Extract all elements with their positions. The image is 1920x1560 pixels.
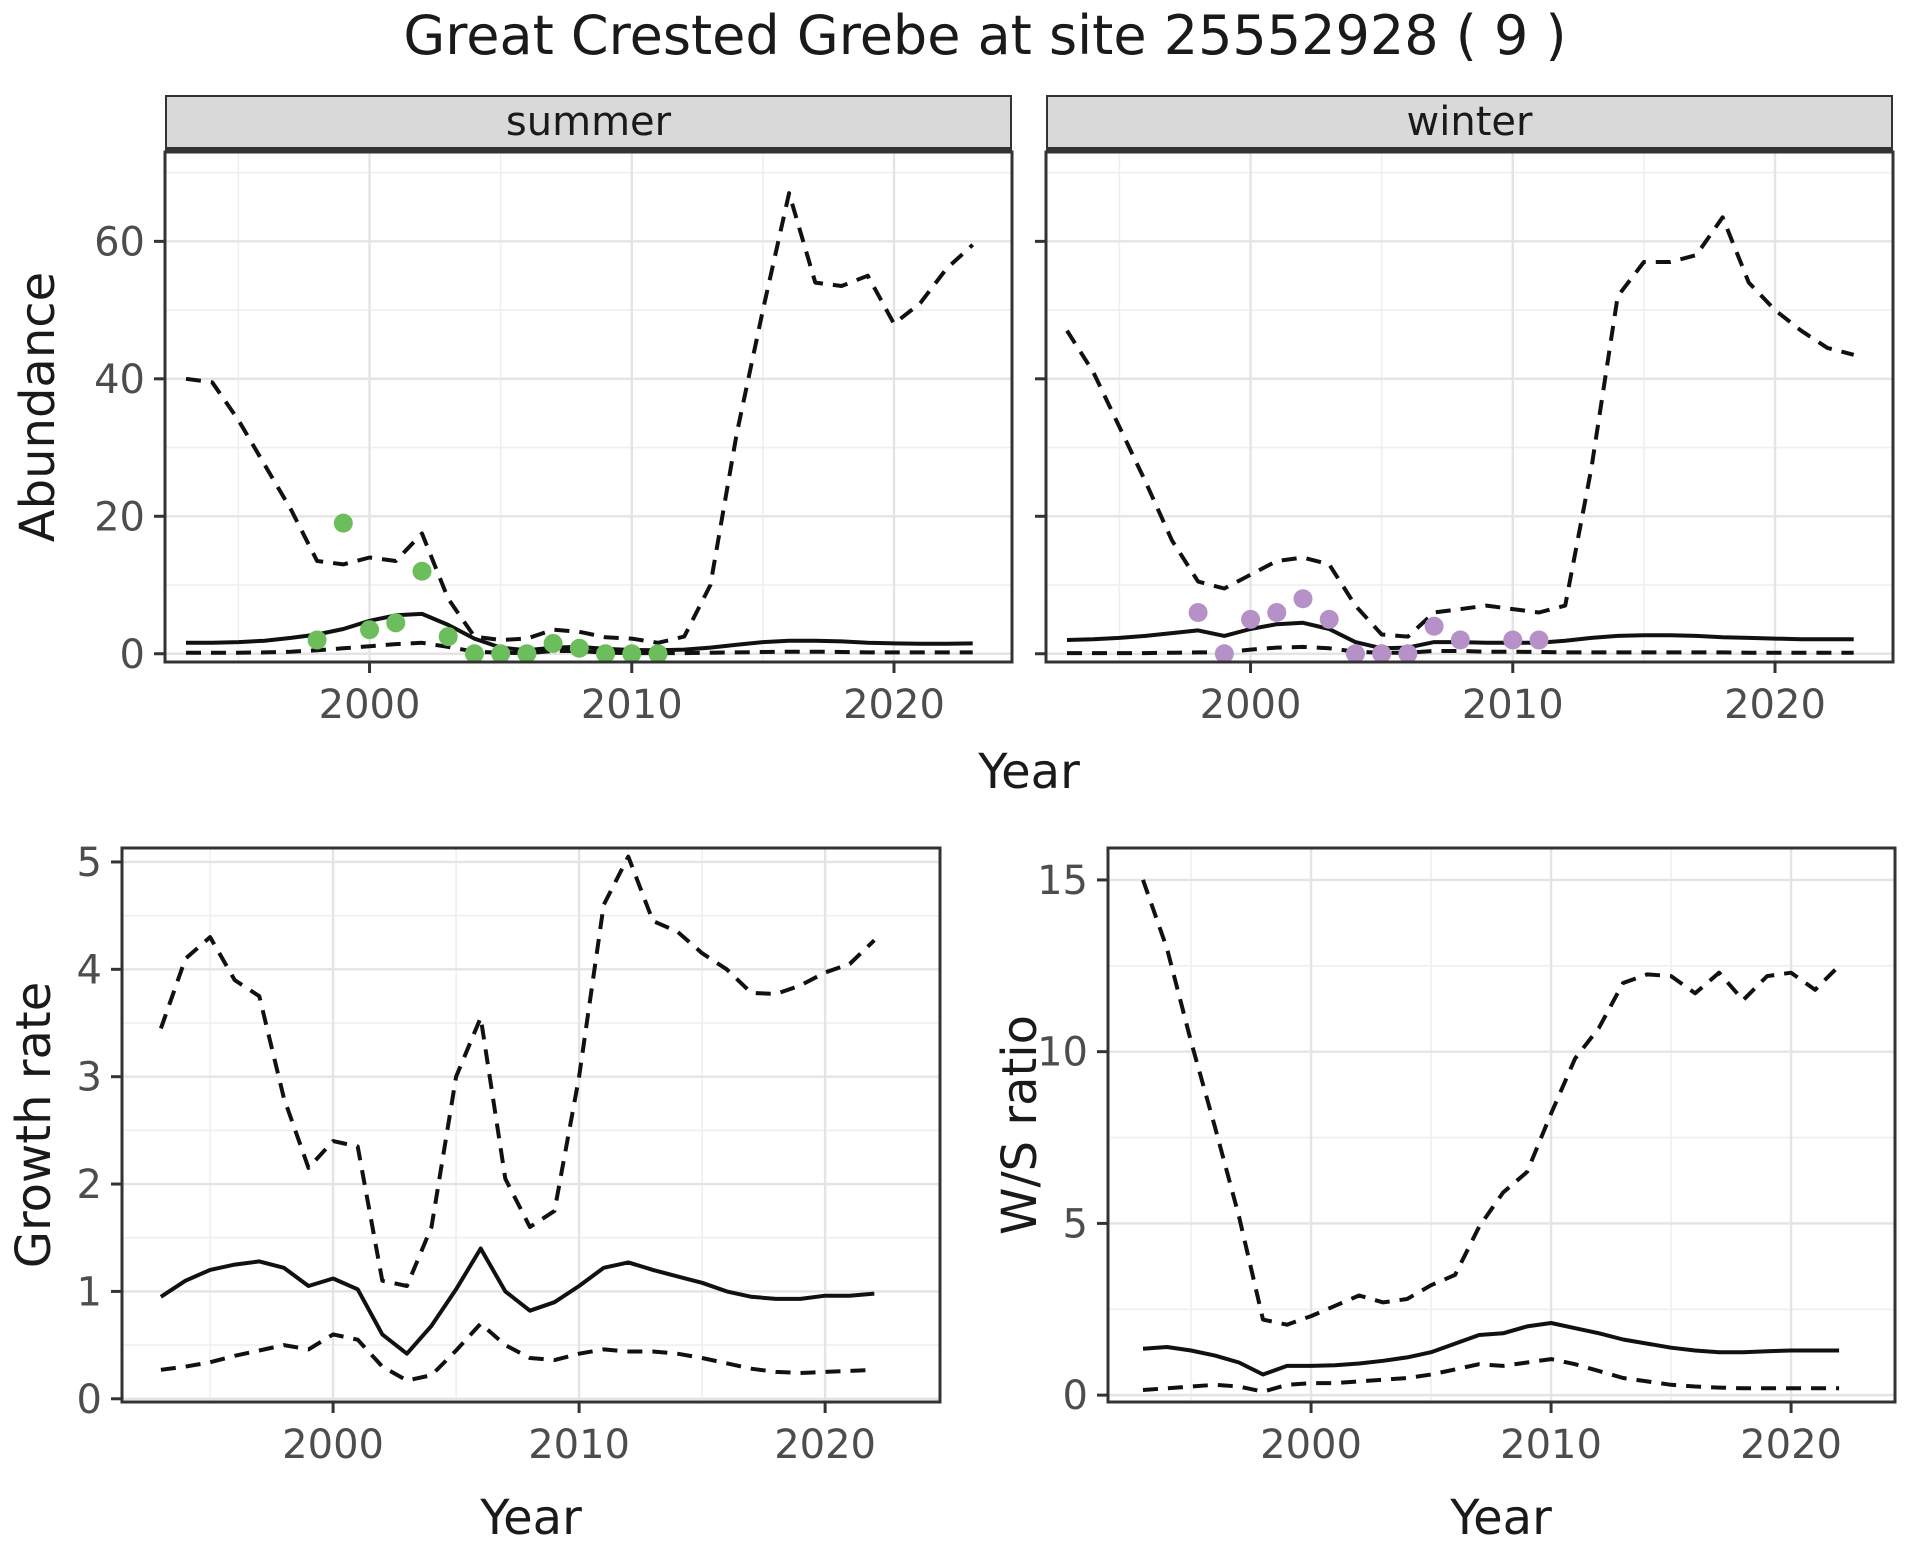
y-tick-label: 2 — [77, 1162, 102, 1208]
growth-rate-axis-label: Growth rate — [6, 981, 62, 1269]
y-tick-label: 0 — [1063, 1373, 1088, 1419]
observed-point — [543, 633, 563, 653]
x-tick-label: 2010 — [581, 682, 683, 728]
observed-point — [333, 513, 353, 533]
panel-border — [163, 150, 1014, 664]
y-tick-label: 15 — [1037, 858, 1088, 904]
observed-point — [307, 630, 327, 650]
observed-point — [1345, 644, 1365, 664]
x-tick-label: 2020 — [1724, 682, 1826, 728]
observed-point — [360, 620, 380, 640]
panel-bg — [1108, 848, 1895, 1402]
observed-point — [517, 644, 537, 664]
x-tick-label: 2020 — [1740, 1422, 1842, 1468]
series-lower-ci — [1142, 1357, 1840, 1394]
panel-bg — [165, 152, 1012, 662]
observed-point — [596, 644, 616, 664]
y-tick-label: 0 — [77, 1377, 102, 1423]
x-tick-label: 2020 — [774, 1422, 876, 1468]
panel-abundance_summer: 2000 2010 2020 0 20 40 60 — [94, 150, 1014, 728]
panel-growth_rate: 2000 2010 2020 0 1 2 3 4 5 — [77, 840, 942, 1468]
x-tick-label: 2000 — [319, 682, 421, 728]
observed-point — [1319, 609, 1339, 629]
observed-point — [1450, 630, 1470, 650]
series-upper-ci — [1065, 215, 1855, 639]
observed-point — [438, 627, 458, 647]
observed-point — [412, 561, 432, 581]
y-tick-label: 40 — [94, 357, 145, 403]
observed-point — [1503, 630, 1523, 650]
series-estimate — [159, 1246, 875, 1356]
ws-ratio-axis-label: W/S ratio — [992, 1014, 1048, 1236]
x-tick-label: 2000 — [282, 1422, 384, 1468]
observed-point — [1188, 603, 1208, 623]
panel-border — [1044, 150, 1895, 664]
observed-point — [1372, 644, 1392, 664]
panel-border — [120, 846, 942, 1404]
panel-bg — [122, 848, 940, 1402]
observed-point — [569, 638, 589, 658]
y-tick-label: 10 — [1037, 1030, 1088, 1076]
growth-year-axis-label: Year — [480, 1490, 582, 1546]
x-tick-label: 2000 — [1260, 1422, 1362, 1468]
x-tick-label: 2000 — [1200, 682, 1302, 728]
series-lower-ci — [160, 1321, 875, 1383]
y-tick-label: 4 — [77, 947, 102, 993]
y-tick-label: 1 — [77, 1269, 102, 1315]
observed-point — [1267, 603, 1287, 623]
panel-bg — [1046, 152, 1893, 662]
y-tick-label: 60 — [94, 219, 145, 265]
facet-strip-winter: winter — [1046, 95, 1893, 152]
series-lower-ci — [1067, 644, 1854, 656]
observed-point — [622, 644, 642, 664]
page-title: Great Crested Grebe at site 25552928 ( 9… — [403, 4, 1567, 67]
ws-year-axis-label: Year — [1450, 1490, 1552, 1546]
observed-point — [1529, 630, 1549, 650]
panel-ws_ratio: 2000 2010 2020 0 5 10 15 — [1037, 846, 1897, 1468]
y-tick-label: 5 — [1063, 1201, 1088, 1247]
series-lower-ci — [186, 640, 973, 656]
observed-point — [1241, 609, 1261, 629]
panel-border — [1106, 846, 1897, 1404]
x-tick-label: 2010 — [528, 1422, 630, 1468]
observed-point — [648, 644, 668, 664]
series-estimate — [1142, 1321, 1840, 1377]
x-tick-label: 2010 — [1500, 1422, 1602, 1468]
panel-abundance_winter: 2000 2010 2020 — [1035, 150, 1895, 728]
observed-point — [1214, 644, 1234, 664]
observed-point — [1293, 589, 1313, 609]
y-tick-label: 5 — [77, 840, 102, 886]
observed-point — [464, 644, 484, 664]
y-tick-label: 20 — [94, 494, 145, 540]
top-year-axis-label: Year — [978, 744, 1080, 800]
y-tick-label: 3 — [77, 1055, 102, 1101]
series-upper-ci — [1141, 879, 1841, 1327]
facet-strip-summer-label: summer — [505, 99, 672, 145]
series-upper-ci — [159, 854, 876, 1288]
observed-point — [386, 613, 406, 633]
x-tick-label: 2010 — [1462, 682, 1564, 728]
observed-point — [1424, 616, 1444, 636]
x-tick-label: 2020 — [843, 682, 945, 728]
facet-strip-summer: summer — [165, 95, 1012, 152]
observed-point — [1398, 644, 1418, 664]
series-upper-ci — [185, 191, 975, 645]
abundance-axis-label: Abundance — [10, 271, 66, 543]
observed-point — [491, 644, 511, 664]
y-tick-label: 0 — [120, 632, 145, 678]
facet-strip-winter-label: winter — [1406, 99, 1533, 145]
